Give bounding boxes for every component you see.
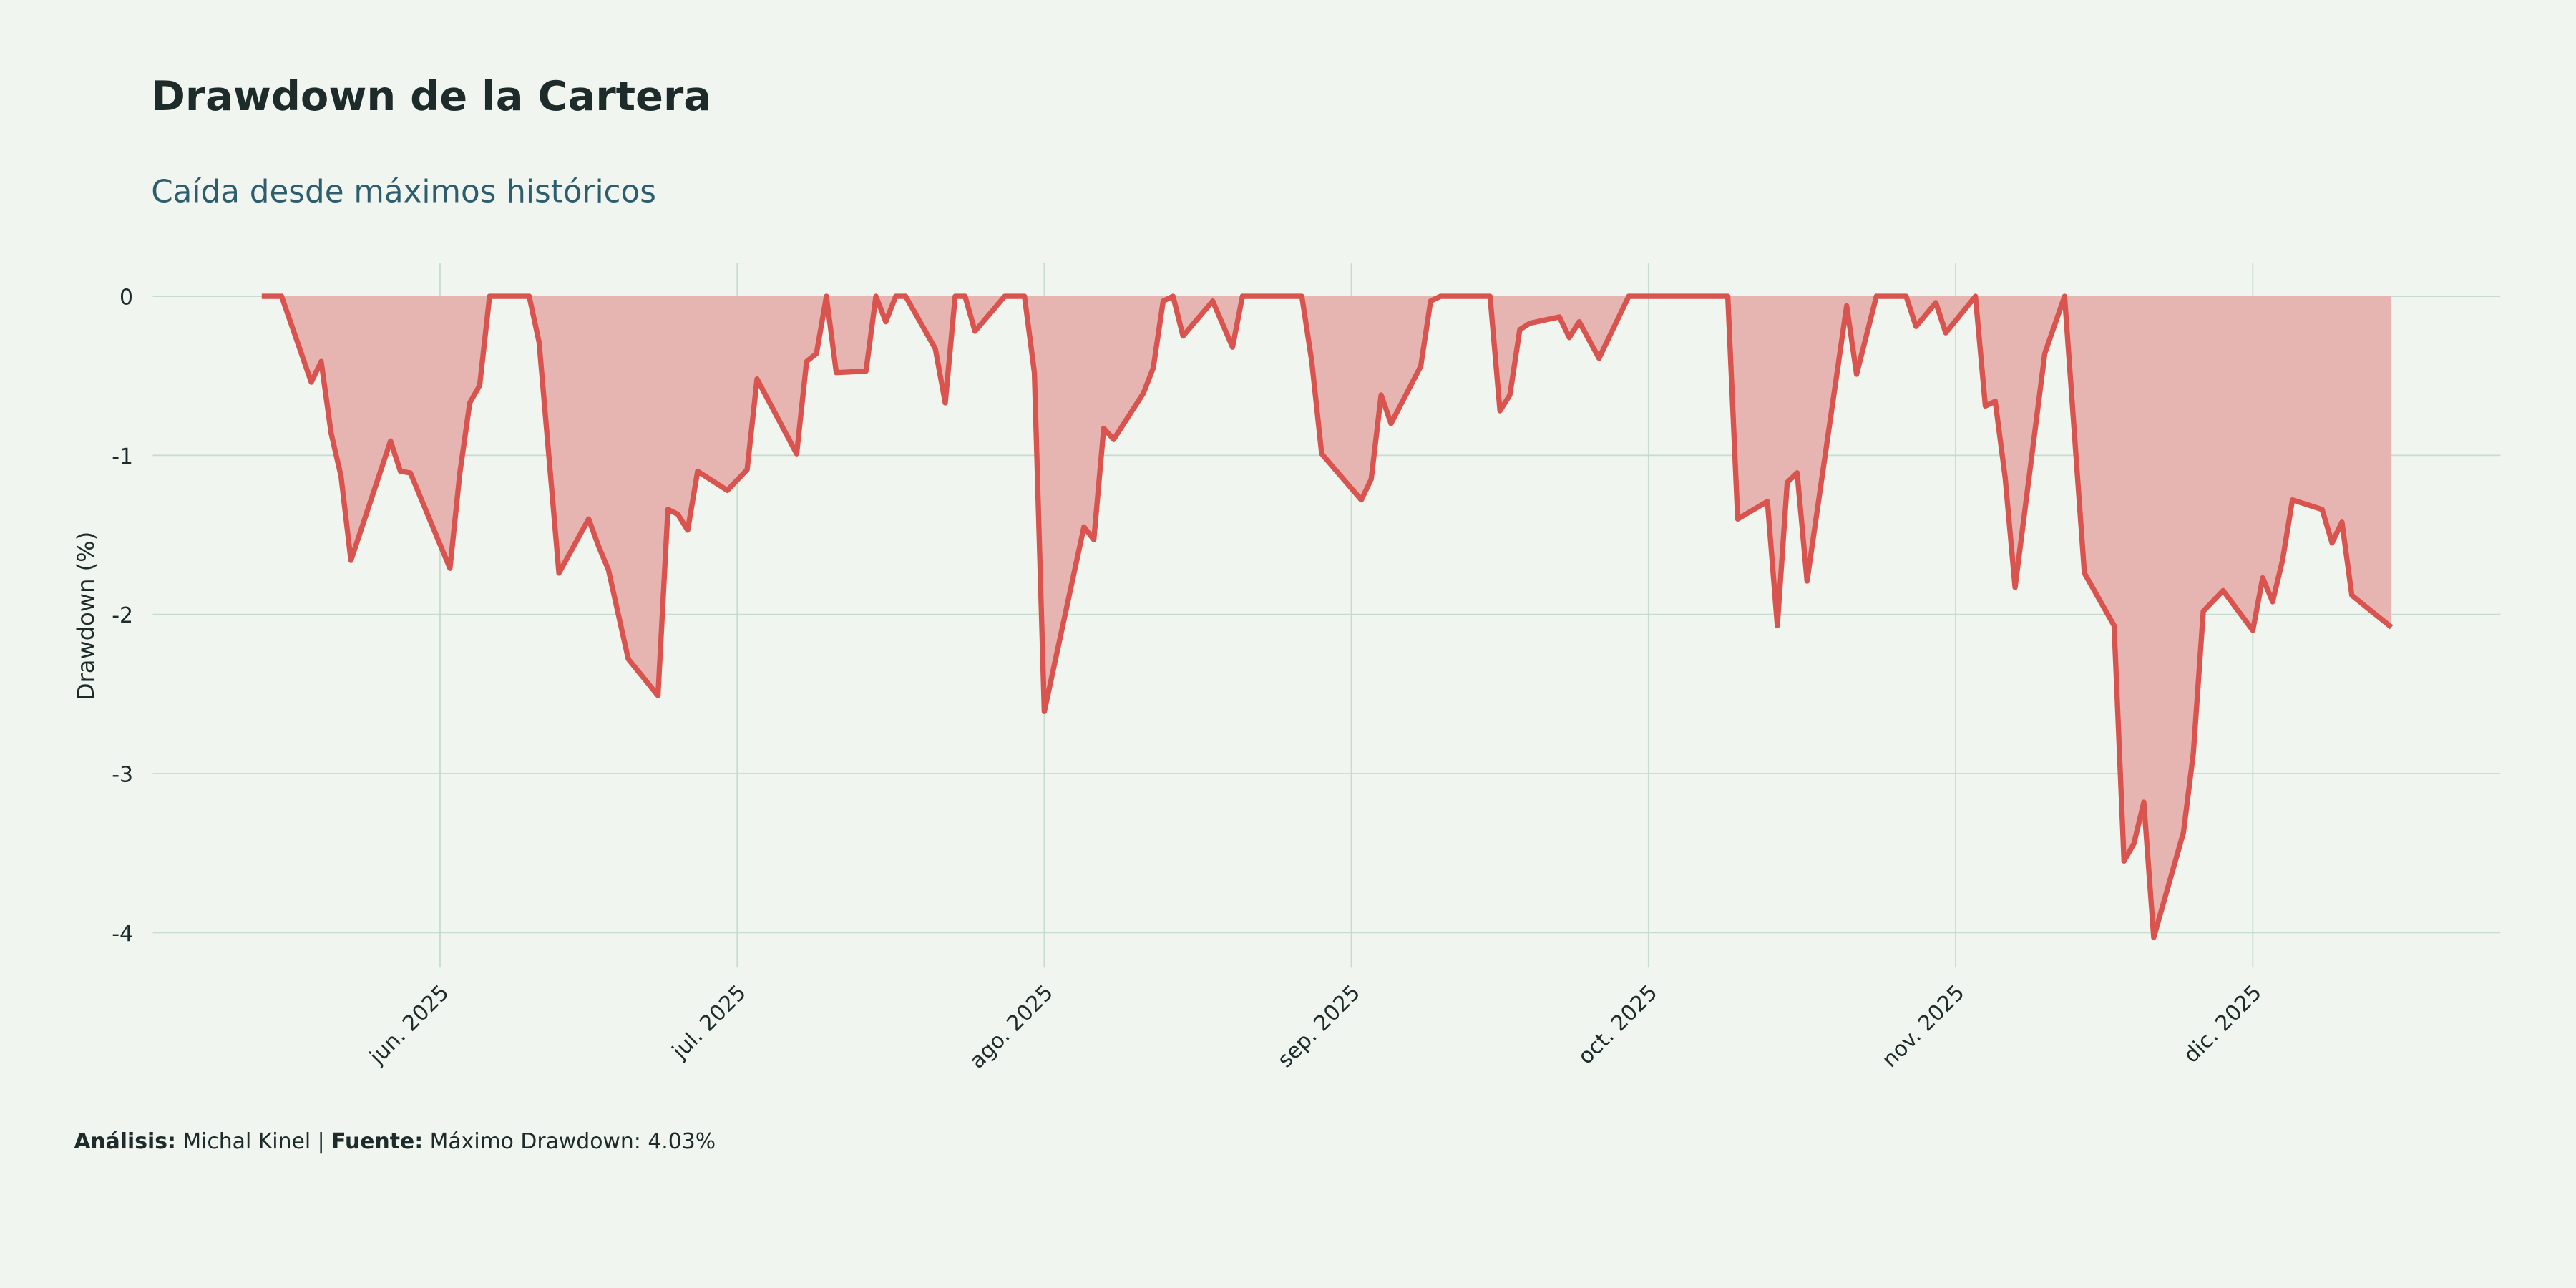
chart-title: Drawdown de la Cartera bbox=[151, 72, 711, 120]
y-axis-label: Drawdown (%) bbox=[72, 532, 99, 701]
area bbox=[261, 296, 2392, 938]
y-tick-label: -4 bbox=[112, 922, 133, 947]
caption-label: Fuente: bbox=[331, 1129, 423, 1154]
caption-text: Máximo Drawdown: 4.03% bbox=[430, 1129, 716, 1154]
y-tick-label: -2 bbox=[112, 603, 133, 628]
caption-label: Análisis: bbox=[74, 1129, 176, 1154]
caption-separator: | bbox=[318, 1129, 325, 1154]
y-tick-label: 0 bbox=[119, 286, 133, 311]
caption-text: Michal Kinel bbox=[182, 1129, 311, 1154]
caption: Análisis: Michal Kinel | Fuente: Máximo … bbox=[74, 1129, 716, 1154]
y-tick-label: -3 bbox=[112, 763, 133, 788]
line bbox=[261, 293, 2394, 940]
chart-subtitle: Caída desde máximos históricos bbox=[151, 174, 656, 210]
y-tick-label: -1 bbox=[112, 444, 133, 469]
